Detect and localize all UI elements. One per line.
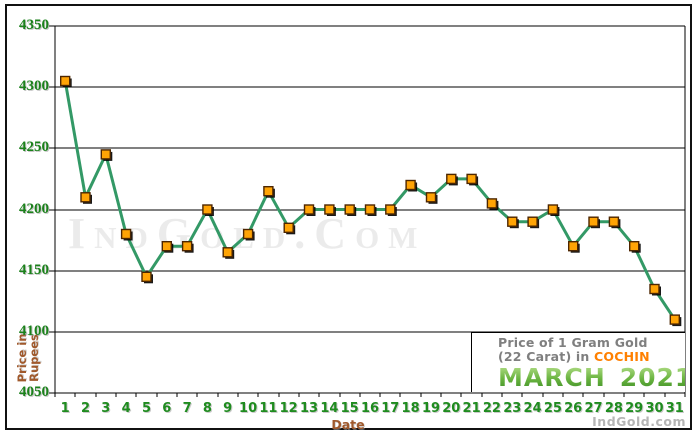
x-axis-day-label: 21 — [462, 401, 481, 416]
x-axis-day-label: 3 — [101, 401, 111, 416]
x-axis-day-label: 14 — [320, 401, 339, 416]
x-axis-day-label: 5 — [141, 401, 152, 416]
x-axis-day-label: 4 — [121, 401, 131, 416]
x-axis-day-label: 26 — [564, 401, 583, 416]
y-axis-tick-label: 4350 — [19, 17, 49, 33]
x-axis-day-label: 1 — [60, 401, 70, 416]
y-axis-tick-label: 4050 — [19, 384, 49, 400]
x-axis-day-label: 13 — [299, 401, 319, 416]
y-axis-tick-label: 4150 — [19, 262, 49, 278]
x-axis-day-label: 7 — [182, 401, 192, 416]
month-year-title: MARCH 2021 — [498, 364, 685, 391]
y-axis-tick-label: 4200 — [19, 201, 49, 217]
x-axis-day-label: 19 — [421, 401, 441, 416]
x-axis-day-label: 22 — [482, 401, 501, 416]
y-axis-tick-label: 4100 — [19, 323, 49, 339]
x-axis-day-label: 2 — [80, 401, 91, 416]
x-axis-day-label: 27 — [584, 401, 603, 416]
city-name: COCHIN — [594, 349, 650, 364]
x-axis-day-label: 9 — [223, 401, 233, 416]
y-axis-title-line2: Rupees — [27, 334, 41, 382]
y-axis-tick-label: 4250 — [19, 139, 49, 155]
x-axis-day-label: 12 — [279, 401, 298, 416]
x-axis-day-label: 30 — [645, 401, 664, 416]
site-credit-text: IndGold.com — [592, 414, 686, 429]
info-title-line: Price of 1 Gram Gold — [498, 335, 648, 350]
x-axis-day-label: 15 — [340, 401, 359, 416]
x-axis-day-label: 31 — [665, 401, 684, 416]
y-axis-tick-label: 4300 — [19, 78, 49, 94]
x-axis-day-label: 28 — [604, 401, 623, 416]
info-box: Price of 1 Gram Gold (22 Carat) in COCHI… — [471, 332, 685, 392]
x-axis-day-label: 25 — [543, 401, 562, 416]
x-axis-day-label: 6 — [162, 401, 172, 416]
x-axis-day-label: 29 — [625, 401, 644, 416]
x-axis-day-label: 16 — [360, 401, 380, 416]
info-subtitle-line: (22 Carat) in COCHIN — [498, 350, 685, 364]
x-axis-day-label: 24 — [523, 401, 542, 416]
year-text: 2021 — [619, 363, 694, 392]
x-axis-day-label: 18 — [401, 401, 420, 416]
x-axis-day-label: 20 — [442, 401, 461, 416]
x-axis-day-label: 10 — [239, 401, 258, 416]
x-axis-day-label: 8 — [202, 401, 212, 416]
month-text: MARCH — [498, 363, 606, 392]
x-axis-title: Date — [331, 417, 365, 432]
x-axis-day-label: 11 — [259, 401, 278, 416]
x-axis-day-label: 17 — [381, 401, 400, 416]
carat-text: (22 Carat) in — [498, 349, 595, 364]
x-axis-day-label: 23 — [503, 401, 522, 416]
